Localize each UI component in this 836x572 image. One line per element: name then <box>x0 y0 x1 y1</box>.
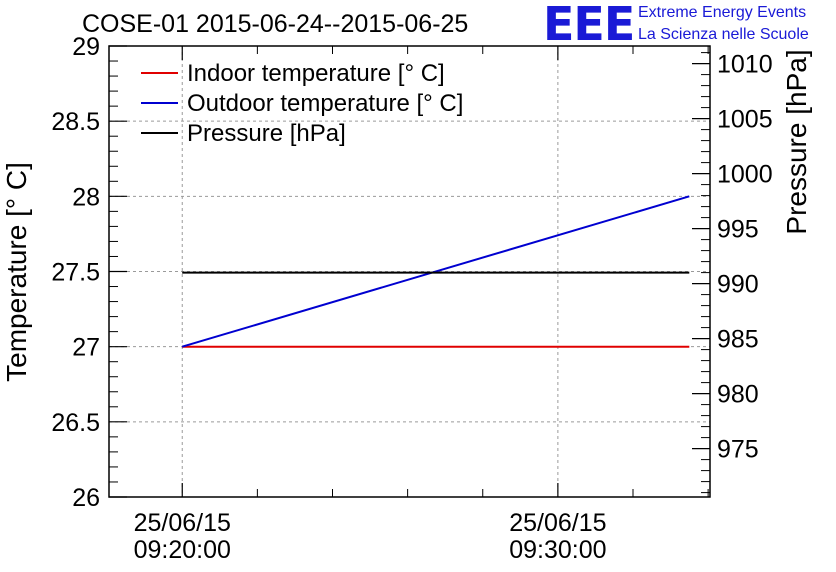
logo-line-1: Extreme Energy Events <box>638 4 806 21</box>
y2-tick-label: 975 <box>717 436 759 464</box>
y2-tick-label: 980 <box>717 381 759 409</box>
y-tick-label: 26 <box>72 484 100 512</box>
y-tick-label: 27 <box>72 334 100 362</box>
y-axis-title: Temperature [° C] <box>1 162 32 382</box>
x-tick-label-time: 09:20:00 <box>134 536 231 564</box>
eee-logo: EEE Extreme Energy Events La Scienza nel… <box>543 0 809 51</box>
legend-label-3: Pressure [hPa] <box>187 120 346 147</box>
x-tick-label-date: 25/06/15 <box>134 509 231 537</box>
logo-mark: EEE <box>543 0 634 51</box>
y2-tick-label: 1005 <box>717 106 773 134</box>
logo-line-2: La Scienza nelle Scuole <box>638 26 809 43</box>
y-tick-label: 28.5 <box>51 108 100 136</box>
series-layer <box>181 195 690 348</box>
y2-tick-label: 995 <box>717 216 759 244</box>
chart-title: COSE-01 2015-06-24--2015-06-25 <box>82 10 468 38</box>
x-tick-label-date: 25/06/15 <box>509 509 606 537</box>
legend-label-2: Outdoor temperature [° C] <box>187 90 463 117</box>
x-tick-label-time: 09:30:00 <box>509 536 606 564</box>
y2-tick-label: 985 <box>717 326 759 354</box>
legend-label-1: Indoor temperature [° C] <box>187 60 445 87</box>
y-tick-label: 28 <box>72 183 100 211</box>
series-line-2 <box>181 195 690 348</box>
legend: Indoor temperature [° C] Outdoor temperat… <box>141 60 463 147</box>
y-tick-label: 29 <box>72 33 100 61</box>
y2-axis-title: Pressure [hPa] <box>781 49 812 234</box>
y-tick-label: 26.5 <box>51 409 100 437</box>
y2-tick-label: 990 <box>717 271 759 299</box>
tick-labels: 25/06/1509:20:0025/06/1509:30:0025/06/15… <box>51 33 773 564</box>
y2-tick-label: 1010 <box>717 51 773 79</box>
y-tick-label: 27.5 <box>51 259 100 287</box>
plot-frame <box>108 45 711 498</box>
y2-tick-label: 1000 <box>717 161 773 189</box>
